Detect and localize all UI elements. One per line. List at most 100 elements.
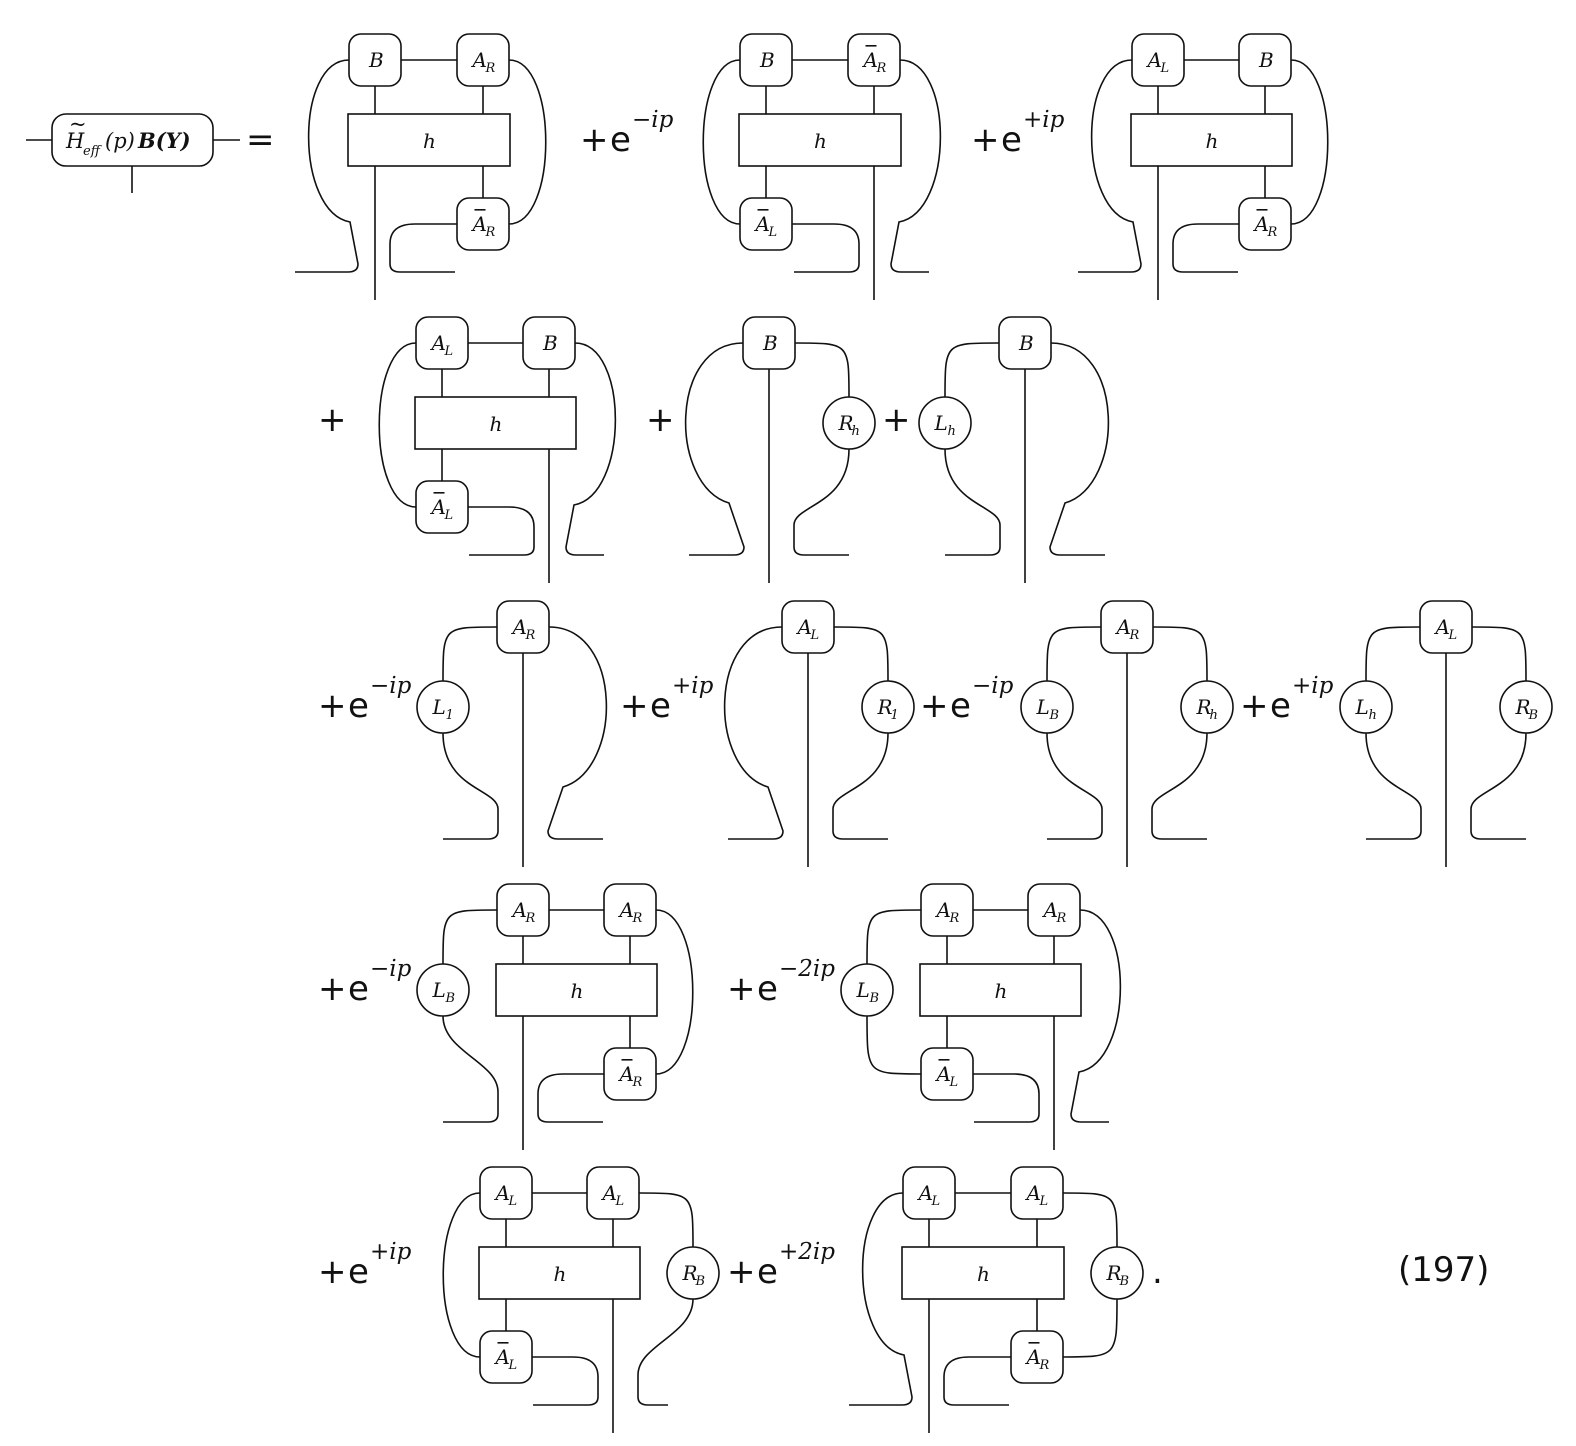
node-label: A xyxy=(1042,898,1058,922)
environment-R-h: Rh xyxy=(822,396,876,450)
wire xyxy=(442,909,498,965)
wire xyxy=(1078,59,1142,273)
tensor-box xyxy=(415,316,469,370)
wire xyxy=(794,342,850,398)
wire xyxy=(389,223,457,273)
wire xyxy=(442,1192,481,1358)
tensor-box xyxy=(742,316,796,370)
node-label: A xyxy=(754,212,770,236)
op-plus: + xyxy=(646,400,675,440)
node-label: A xyxy=(618,898,634,922)
wire xyxy=(378,342,417,508)
wire xyxy=(792,223,860,273)
op-exp: −2ip xyxy=(779,956,835,982)
node-subscript: R xyxy=(1267,225,1278,240)
wire xyxy=(866,1015,922,1075)
node-subscript: B xyxy=(869,991,880,1006)
node-label: L xyxy=(432,978,446,1002)
hamiltonian-h: h xyxy=(919,963,1082,1017)
conjugate-bar xyxy=(474,209,486,211)
tensor-bar-AR: AR xyxy=(847,33,901,87)
node-subscript: L xyxy=(1448,628,1458,643)
tensor-box xyxy=(1419,600,1473,654)
node-subscript: R xyxy=(1129,628,1140,643)
node-subscript: R xyxy=(632,1075,643,1090)
tensor-B: B xyxy=(348,33,402,87)
node-subscript: R xyxy=(949,911,960,926)
tensor-AL: AL xyxy=(1419,600,1473,654)
wire xyxy=(1070,909,1122,1123)
tensor-B: B xyxy=(742,316,796,370)
conjugate-bar xyxy=(938,1059,950,1061)
op-exp: +ip xyxy=(1292,673,1334,699)
node-subscript: L xyxy=(949,1075,959,1090)
tensor-bar-AL: AL xyxy=(479,1330,533,1384)
op-exp: −ip xyxy=(972,673,1014,699)
node-label: A xyxy=(511,615,527,639)
op-e: e xyxy=(757,969,778,1009)
node-subscript: R xyxy=(632,911,643,926)
hamiltonian-label: h xyxy=(814,129,827,153)
node-subscript: R xyxy=(1056,911,1067,926)
wire xyxy=(1290,59,1329,225)
hamiltonian-label: h xyxy=(554,1262,567,1286)
lhs-effective-hamiltonian: H ~ eff (p) B(Y) = xyxy=(26,112,275,193)
wire xyxy=(723,626,784,840)
node-label: B xyxy=(542,331,558,355)
node-label: A xyxy=(494,1345,510,1369)
conjugate-bar xyxy=(1256,209,1268,211)
op-plus: + xyxy=(882,400,911,440)
tensor-box xyxy=(847,33,901,87)
wire xyxy=(1046,732,1103,840)
equation-number: (197) xyxy=(1398,1250,1489,1290)
wire xyxy=(1046,626,1102,682)
node-subscript: R xyxy=(876,61,887,76)
tensor-B: B xyxy=(739,33,793,87)
wire xyxy=(565,342,617,556)
node-label: A xyxy=(1146,48,1162,72)
tensor-box xyxy=(496,600,550,654)
node-label: R xyxy=(877,695,893,719)
op-plus: + xyxy=(920,686,949,726)
op-e: e xyxy=(650,686,671,726)
op-plus: + xyxy=(318,969,347,1009)
node-label: A xyxy=(601,1181,617,1205)
node-label: A xyxy=(1025,1345,1041,1369)
hamiltonian-box xyxy=(495,963,658,1017)
wire xyxy=(702,59,741,225)
node-label: A xyxy=(1115,615,1131,639)
node-subscript: R xyxy=(485,61,496,76)
node-label: A xyxy=(935,1062,951,1086)
tensor-box xyxy=(902,1166,956,1220)
node-subscript: L xyxy=(615,1194,625,1209)
tensor-AR: AR xyxy=(920,883,974,937)
wire xyxy=(637,1298,694,1406)
final-period: . xyxy=(1152,1252,1163,1292)
wire xyxy=(1471,626,1527,682)
tensor-AL: AL xyxy=(781,600,835,654)
node-label: R xyxy=(1515,695,1531,719)
wire xyxy=(973,1073,1040,1123)
conjugate-bar xyxy=(433,492,445,494)
tensor-bar-AR: AR xyxy=(456,197,510,251)
node-subscript: R xyxy=(525,911,536,926)
node-subscript: 1 xyxy=(446,708,454,723)
tensor-bar-AR: AR xyxy=(1238,197,1292,251)
node-label: A xyxy=(430,495,446,519)
hamiltonian-box xyxy=(347,113,511,167)
wire xyxy=(295,59,359,273)
op-exp: +ip xyxy=(672,673,714,699)
wire xyxy=(537,1073,604,1123)
node-label: L xyxy=(934,411,948,435)
tensor-AR: AR xyxy=(496,600,550,654)
node-label: A xyxy=(1025,1181,1041,1205)
op-exp: +2ip xyxy=(779,1239,835,1265)
tensor-box xyxy=(586,1166,640,1220)
lhs-h: H xyxy=(65,129,85,153)
tensor-box xyxy=(1027,883,1081,937)
equals-sign: = xyxy=(246,120,275,160)
